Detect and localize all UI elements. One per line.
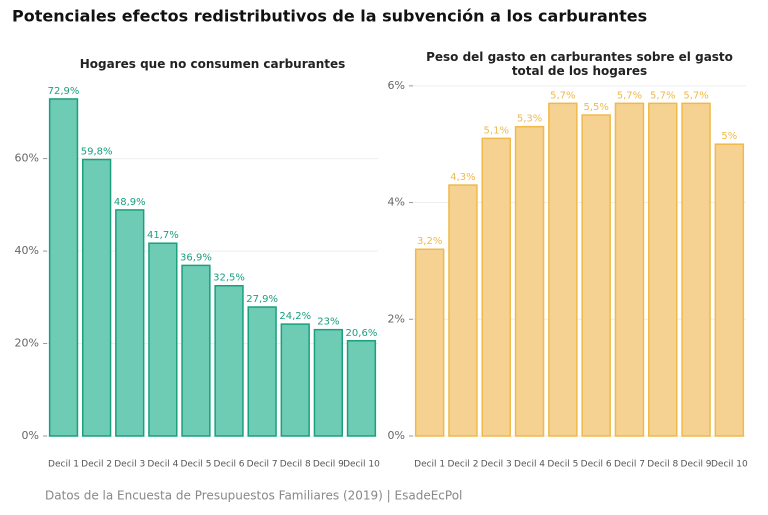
value-label: 5% — [721, 131, 737, 142]
bar — [448, 184, 478, 437]
x-tick-label: Decil 9 — [313, 460, 344, 470]
value-label: 41,7% — [147, 230, 179, 241]
bar — [414, 248, 445, 437]
x-tick-label: Decil 10 — [711, 460, 748, 470]
x-tick-label: Decil 10 — [343, 460, 380, 470]
x-tick-label: Decil 5 — [180, 460, 211, 470]
value-label: 5,1% — [484, 125, 509, 136]
x-tick-label: Decil 6 — [581, 460, 612, 470]
value-label: 32,5% — [213, 273, 245, 284]
x-tick-label: Decil 5 — [547, 460, 578, 470]
y-tick-label: 6% — [388, 79, 405, 92]
y-tick-label: 0% — [388, 429, 405, 442]
value-label: 5,3% — [517, 114, 542, 125]
bar — [313, 328, 344, 437]
bar — [115, 209, 145, 437]
bar — [148, 242, 178, 437]
x-tick-label: Decil 8 — [647, 460, 678, 470]
bar — [514, 125, 545, 437]
x-tick-label: Decil 1 — [414, 460, 445, 470]
value-label: 36,9% — [180, 252, 212, 263]
bar — [81, 158, 112, 437]
value-label: 48,9% — [114, 197, 146, 208]
bar — [48, 98, 79, 437]
bar — [714, 143, 745, 437]
value-label: 5,5% — [583, 102, 608, 113]
value-label: 5,7% — [550, 90, 575, 101]
value-label: 27,9% — [246, 294, 278, 305]
bar — [648, 102, 678, 437]
value-label: 20,6% — [346, 328, 378, 339]
value-label: 5,7% — [617, 90, 642, 101]
y-tick-label: 0% — [22, 429, 39, 442]
caption: Datos de la Encuesta de Presupuestos Fam… — [45, 489, 462, 503]
value-label: 4,3% — [450, 172, 475, 183]
bar — [614, 102, 645, 437]
value-label: 72,9% — [48, 86, 80, 97]
x-tick-label: Decil 7 — [614, 460, 645, 470]
value-label: 5,7% — [683, 90, 708, 101]
bar — [481, 137, 511, 437]
y-tick-label: 2% — [388, 312, 405, 325]
x-tick-label: Decil 7 — [247, 460, 278, 470]
chart-title: Peso del gasto en carburantes sobre el g… — [426, 50, 733, 78]
x-tick-label: Decil 9 — [681, 460, 712, 470]
bar — [681, 102, 711, 437]
x-tick-label: Decil 1 — [48, 460, 79, 470]
y-tick-label: 60% — [15, 152, 39, 165]
value-label: 23% — [317, 317, 339, 328]
bar — [181, 264, 211, 437]
page-title: Potenciales efectos redistributivos de l… — [12, 7, 647, 26]
x-tick-label: Decil 4 — [514, 460, 545, 470]
x-tick-label: Decil 3 — [114, 460, 145, 470]
y-tick-label: 20% — [15, 337, 39, 350]
bar — [247, 306, 277, 437]
chart-title: Hogares que no consumen carburantes — [80, 57, 346, 71]
x-tick-label: Decil 4 — [147, 460, 178, 470]
y-tick-label: 4% — [388, 196, 405, 209]
value-label: 59,8% — [81, 147, 113, 158]
value-label: 5,7% — [650, 90, 675, 101]
x-tick-label: Decil 2 — [447, 460, 478, 470]
bar — [346, 340, 377, 437]
bar — [581, 114, 611, 437]
bar — [280, 323, 310, 437]
x-tick-label: Decil 6 — [214, 460, 245, 470]
value-label: 3,2% — [417, 236, 442, 247]
value-label: 24,2% — [279, 311, 311, 322]
bar — [548, 102, 578, 437]
bar — [214, 284, 244, 437]
y-tick-label: 40% — [15, 244, 39, 257]
x-tick-label: Decil 2 — [81, 460, 112, 470]
x-tick-label: Decil 8 — [280, 460, 311, 470]
x-tick-label: Decil 3 — [481, 460, 512, 470]
